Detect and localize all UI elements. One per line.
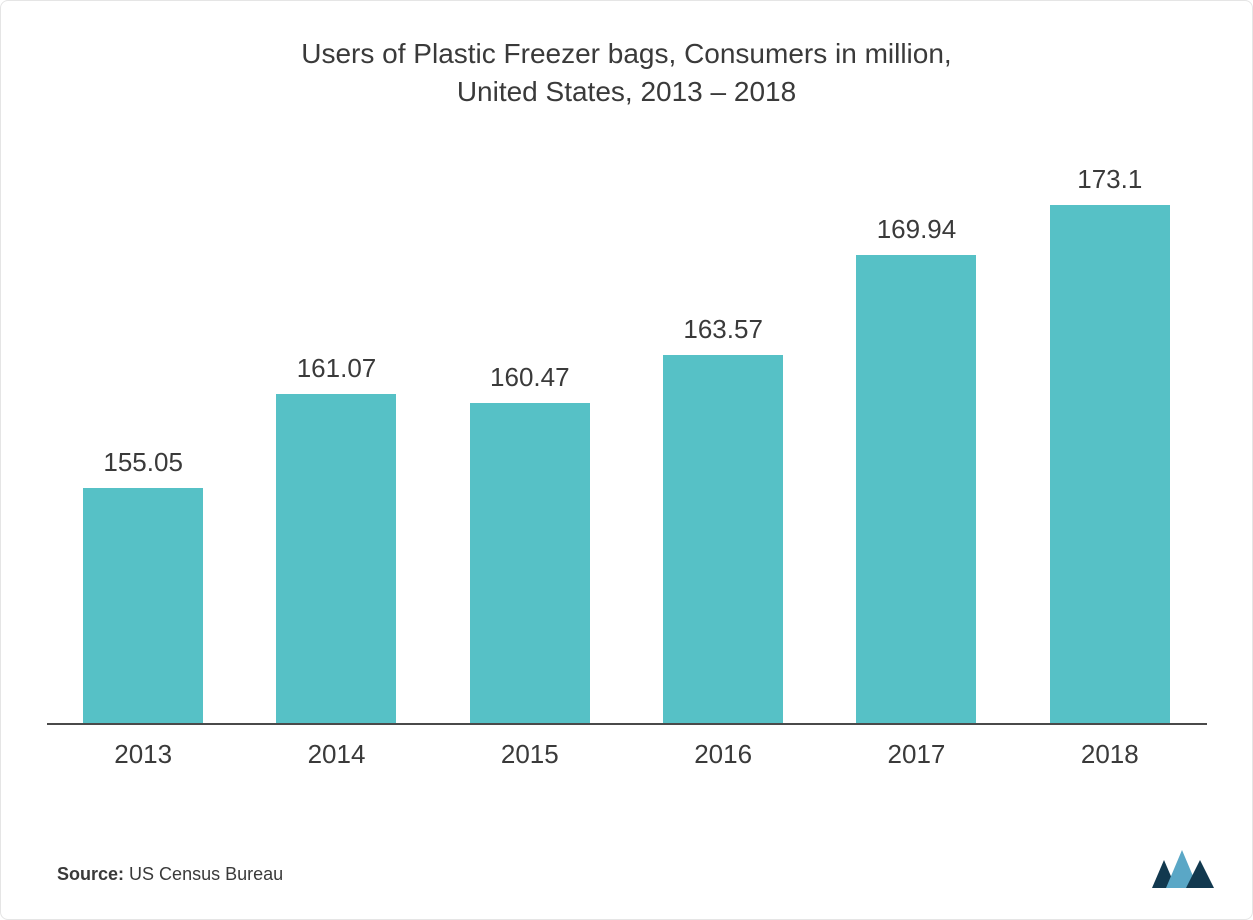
source-text: US Census Bureau <box>129 864 283 884</box>
bar <box>83 488 203 725</box>
chart-plot-area: 155.05 161.07 160.47 163.57 169.94 173.1 2013… <box>47 125 1207 785</box>
bar-value-label: 161.07 <box>297 353 377 384</box>
bar-slot: 169.94 <box>820 125 1013 725</box>
bar-slot: 155.05 <box>47 125 240 725</box>
chart-title: Users of Plastic Freezer bags, Consumers… <box>177 35 1077 111</box>
bar-value-label: 169.94 <box>877 214 957 245</box>
bar <box>663 355 783 725</box>
bar <box>470 403 590 725</box>
bar <box>1050 205 1170 725</box>
bar-value-label: 163.57 <box>683 314 763 345</box>
bar-value-label: 160.47 <box>490 362 570 393</box>
bars-container: 155.05 161.07 160.47 163.57 169.94 173.1 <box>47 125 1207 725</box>
bar-value-label: 155.05 <box>103 447 183 478</box>
chart-title-line1: Users of Plastic Freezer bags, Consumers… <box>301 38 951 69</box>
x-axis-label: 2016 <box>626 739 819 770</box>
bar-slot: 161.07 <box>240 125 433 725</box>
bar-slot: 160.47 <box>433 125 626 725</box>
chart-title-line2: United States, 2013 – 2018 <box>457 76 796 107</box>
bar-slot: 163.57 <box>626 125 819 725</box>
x-axis-label: 2013 <box>47 739 240 770</box>
mn-logo <box>1152 848 1216 893</box>
bar-slot: 173.1 <box>1013 125 1206 725</box>
chart-card: Users of Plastic Freezer bags, Consumers… <box>0 0 1253 920</box>
bar-value-label: 173.1 <box>1077 164 1142 195</box>
mn-logo-icon <box>1152 848 1216 888</box>
x-axis-label: 2014 <box>240 739 433 770</box>
x-axis-label: 2018 <box>1013 739 1206 770</box>
bar <box>276 394 396 725</box>
chart-source: Source: US Census Bureau <box>57 864 283 885</box>
bar <box>856 255 976 725</box>
x-axis-label: 2015 <box>433 739 626 770</box>
x-axis-labels: 201320142015201620172018 <box>47 725 1207 785</box>
x-axis-label: 2017 <box>820 739 1013 770</box>
source-prefix: Source: <box>57 864 124 884</box>
